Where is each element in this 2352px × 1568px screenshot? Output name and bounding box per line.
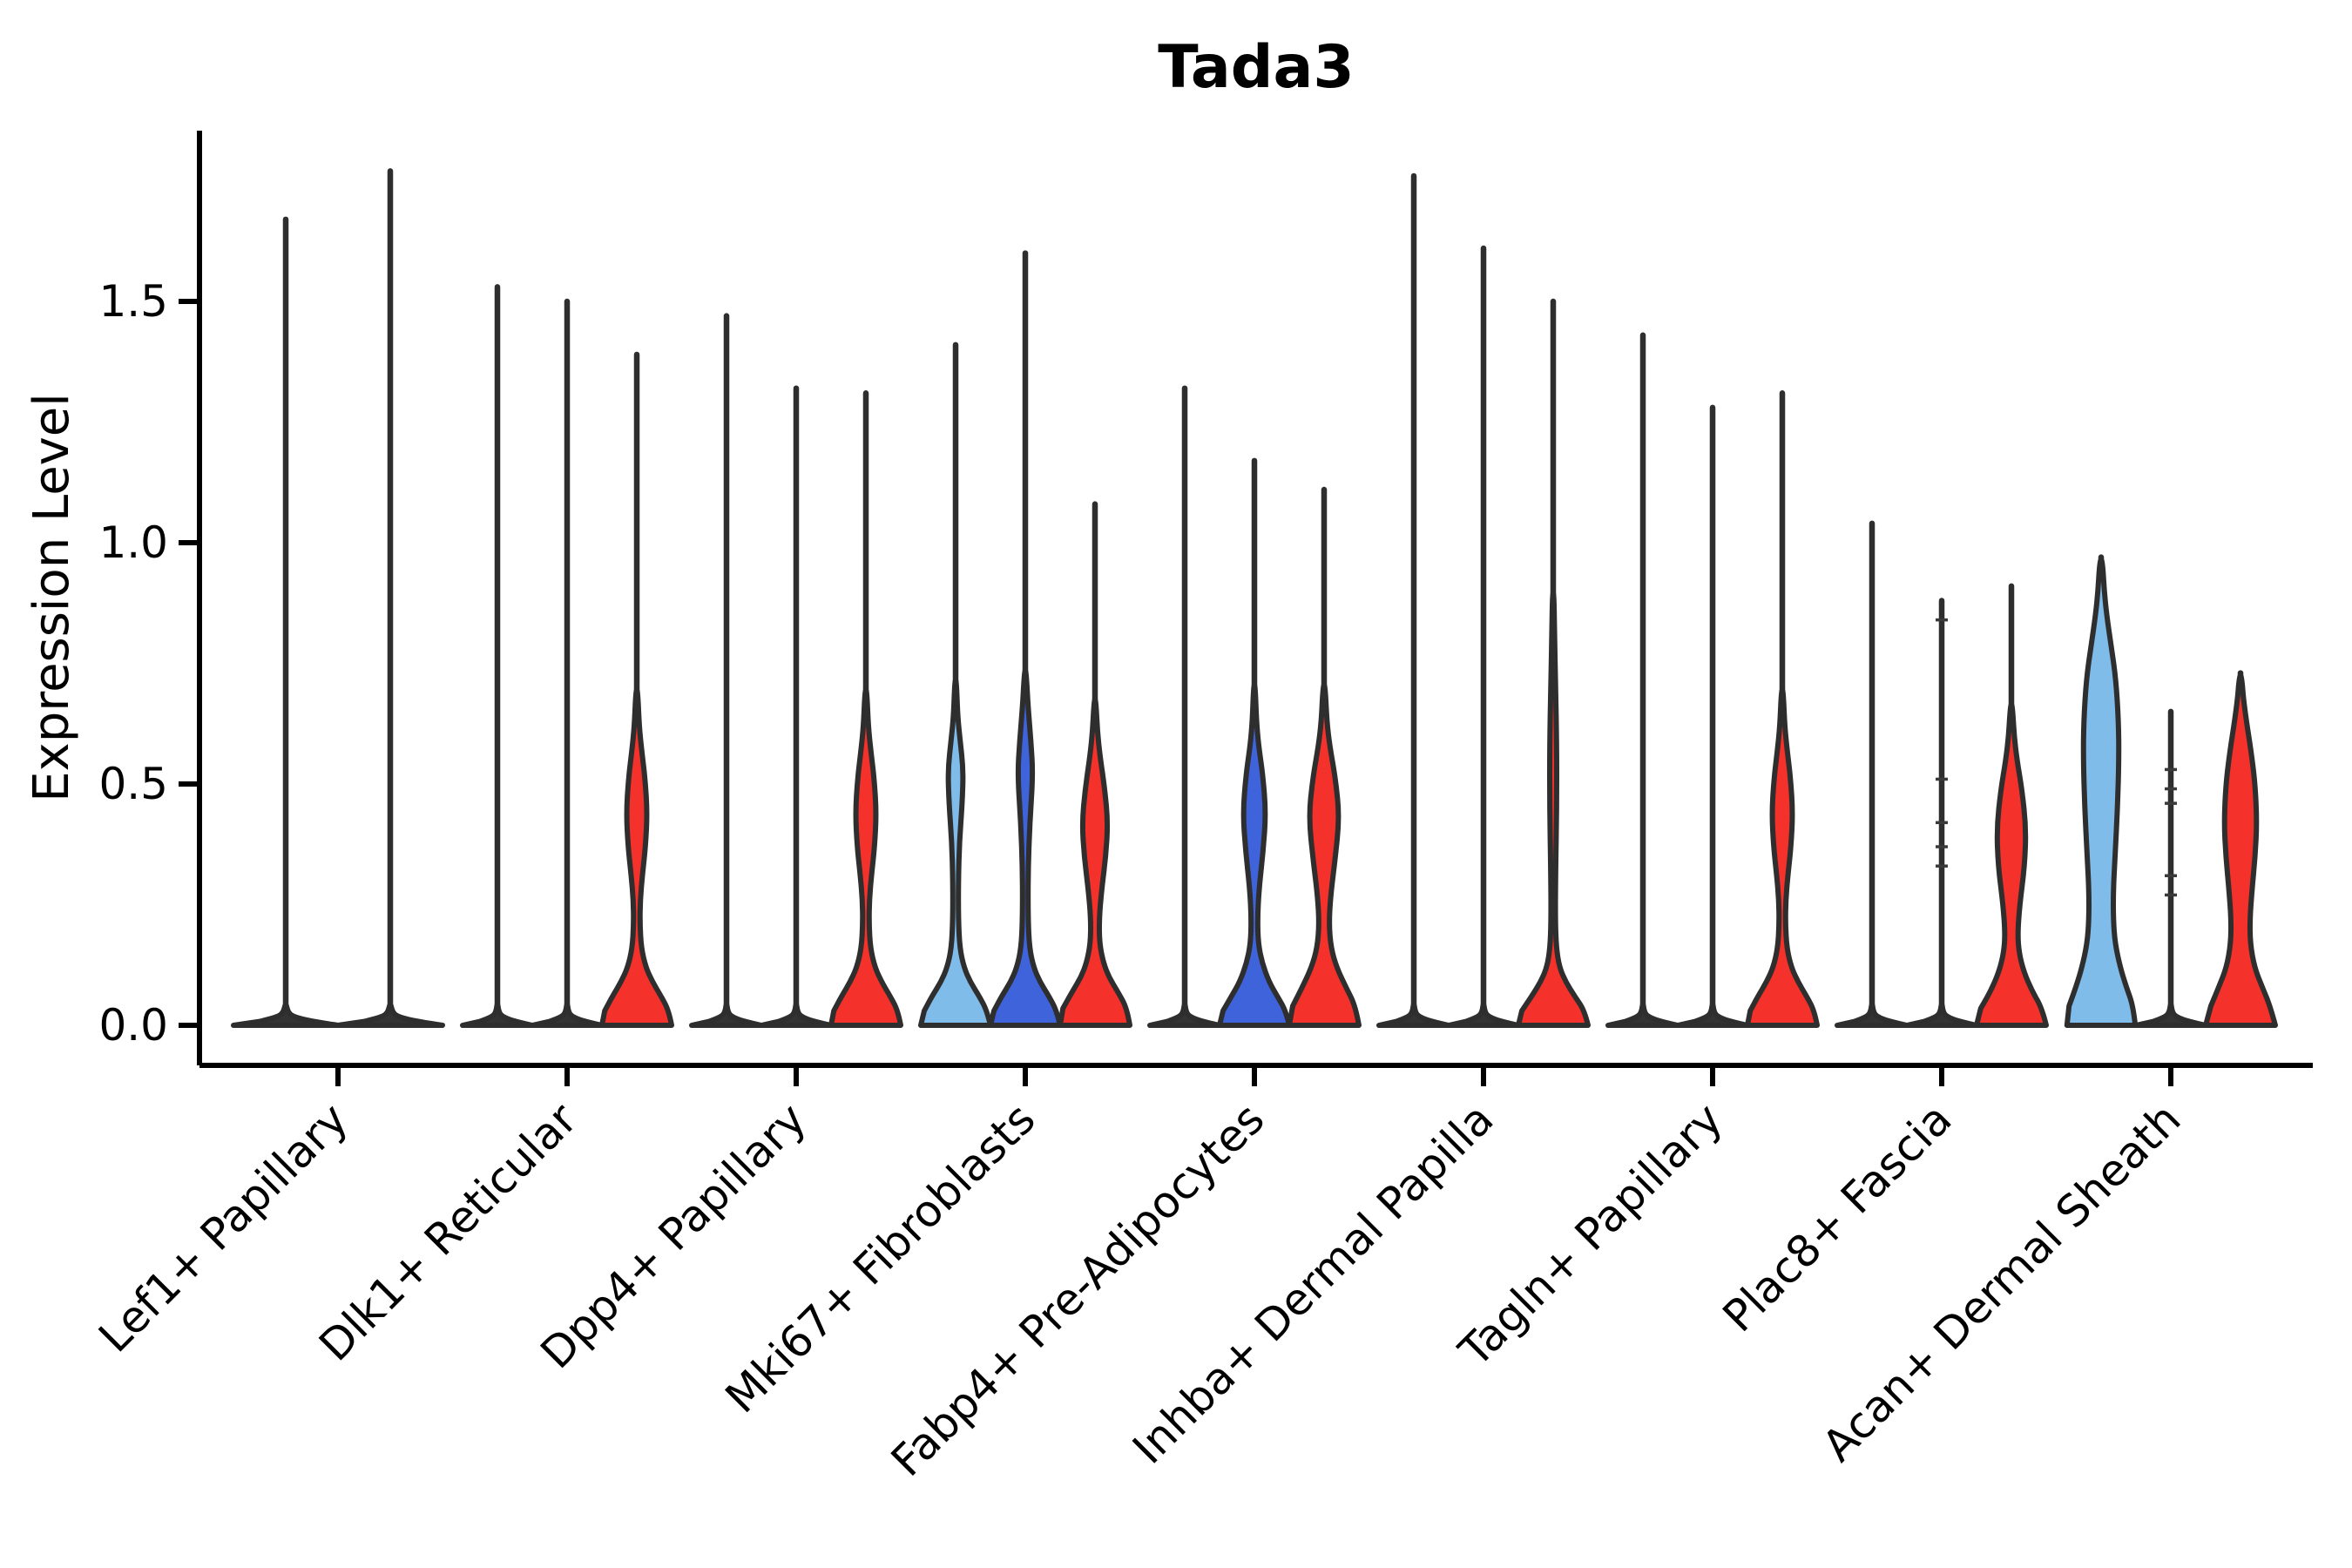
- violin-body-2-0-dark: [689, 1002, 764, 1028]
- y-tick-label-0.5: 0.5: [98, 759, 168, 809]
- violin-body-5-2-red: [1516, 591, 1591, 1028]
- violin-body-1-1-dark: [530, 1002, 605, 1028]
- y-tick-label-0.0: 0.0: [98, 1000, 168, 1051]
- violin-body-6-1-dark: [1675, 1002, 1750, 1028]
- violin-body-7-2-red: [1974, 701, 2049, 1028]
- violin-body-8-1-dark: [2133, 1002, 2208, 1028]
- violin-body-8-2-red: [2203, 672, 2278, 1028]
- y-tick-label-1.5: 1.5: [98, 276, 168, 327]
- violin-body-2-2-red: [828, 686, 903, 1028]
- violin-body-3-1-dark_blue: [988, 667, 1063, 1028]
- y-tick-label-1.0: 1.0: [98, 517, 168, 568]
- violin-body-3-0-light_blue: [918, 677, 993, 1028]
- y-axis-label: Expression Level: [24, 393, 80, 802]
- violin-body-1-0-dark: [460, 1002, 535, 1028]
- violin-body-5-0-dark: [1376, 1002, 1451, 1028]
- violin-body-4-0-dark: [1147, 1002, 1222, 1028]
- violin-body-8-0-light_blue: [2064, 557, 2139, 1028]
- violin-body-2-1-dark: [759, 1002, 834, 1028]
- violin-body-5-1-dark: [1446, 1002, 1521, 1028]
- violin-body-6-0-dark: [1605, 1002, 1680, 1028]
- violin-body-7-1-dark: [1904, 1002, 1979, 1028]
- violin-body-3-2-red: [1058, 697, 1132, 1028]
- violin-body-1-2-red: [599, 686, 674, 1028]
- violin-body-7-0-dark: [1835, 1002, 1909, 1028]
- violin-body-0-1-dark: [335, 1002, 445, 1028]
- chart-title: Tada3: [1158, 33, 1354, 102]
- violin-body-6-2-red: [1745, 686, 1820, 1028]
- violin-body-0-0-dark: [231, 1002, 341, 1028]
- violin-body-4-2-red: [1287, 682, 1362, 1028]
- violin-body-4-1-dark_blue: [1217, 682, 1292, 1028]
